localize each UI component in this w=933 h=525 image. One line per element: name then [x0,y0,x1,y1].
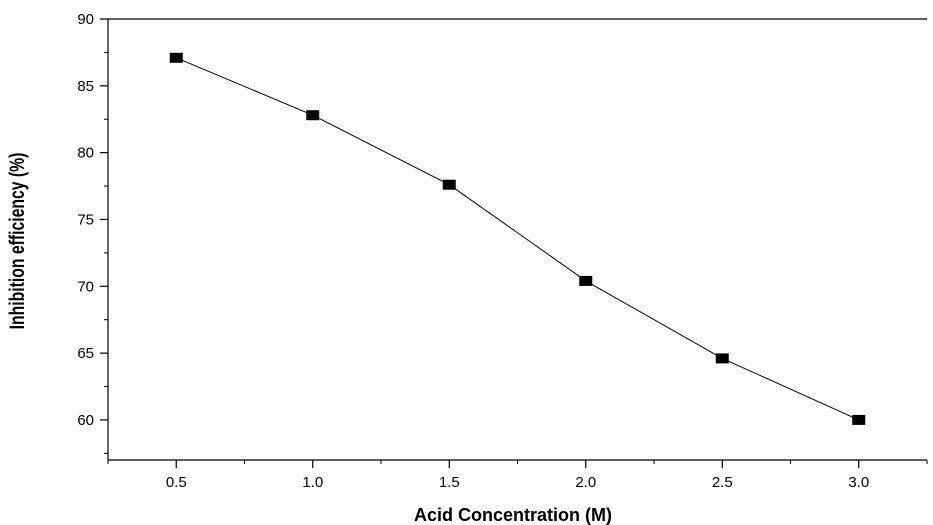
y-tick-label: 70 [77,278,94,295]
y-tick-label: 80 [77,145,94,162]
y-tick-label: 65 [77,345,94,362]
x-tick-label: 1.0 [302,474,323,491]
y-tick-label: 85 [77,78,94,95]
data-point-marker [169,52,183,63]
data-point-marker [715,353,729,364]
data-point-marker [306,110,320,121]
x-tick-label: 2.5 [712,474,733,491]
y-tick-label: 60 [77,412,94,429]
data-point-marker [579,275,593,286]
x-tick-label: 3.0 [848,474,869,491]
x-tick-label: 1.5 [439,474,460,491]
x-axis-title: Acid Concentration (M) [414,505,612,525]
y-tick-label: 75 [77,211,94,228]
series-1 [169,52,866,425]
y-tick-label: 90 [77,11,94,28]
series-line [176,57,860,421]
ticks: 60 65 70 75 80 85 90 0.5 1.0 1.5 2.0 2.5 3.0 [77,11,928,491]
data-point-marker [852,414,866,425]
axes [107,18,927,461]
x-tick-label: 0.5 [166,474,187,491]
x-tick-label: 2.0 [575,474,596,491]
data-point-marker [442,179,456,190]
y-axis-title: Inhibition efficiency (%) [5,153,29,330]
